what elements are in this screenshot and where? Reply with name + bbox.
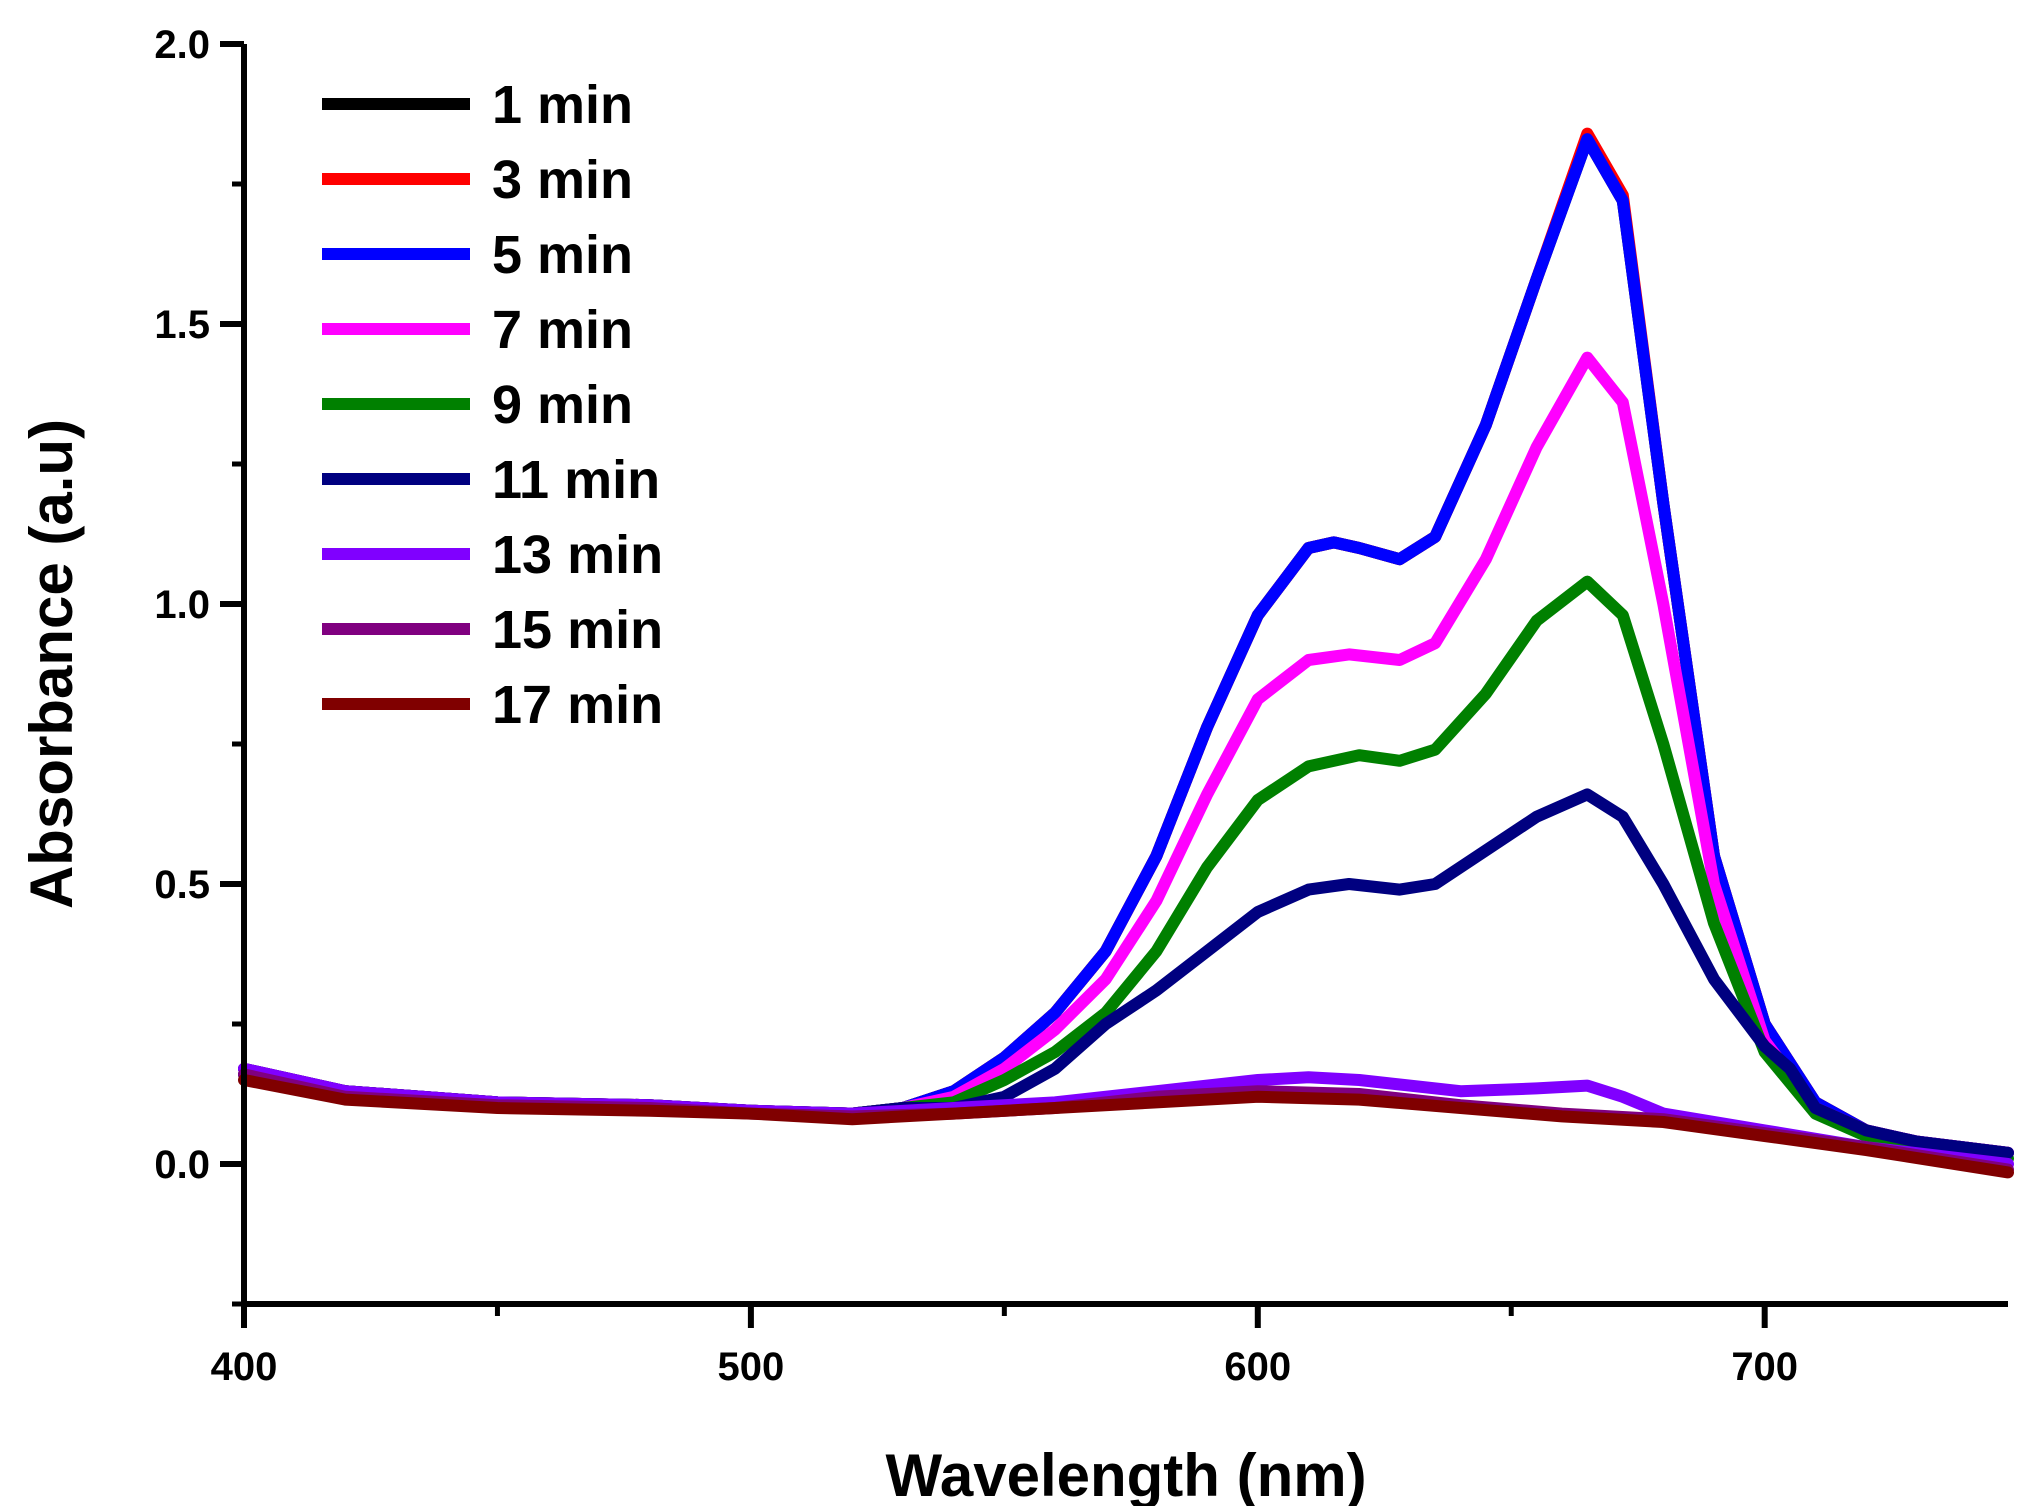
x-tick-label: 600: [1224, 1345, 1291, 1389]
y-tick-label: 0.5: [154, 863, 210, 907]
x-tick-label: 500: [718, 1345, 785, 1389]
y-axis-title: Absorbance (a.u): [18, 419, 85, 909]
legend-label: 1 min: [492, 75, 633, 135]
plot-area: [238, 127, 2014, 1179]
x-tick-label: 700: [1731, 1345, 1798, 1389]
y-ticks: 0.0 0.5 1.0 1.5 2.0: [154, 23, 244, 1307]
series-layer: [238, 127, 2014, 1179]
x-axis-title: Wavelength (nm): [885, 1442, 1366, 1506]
series-line-9-min: [238, 575, 2014, 1165]
y-tick-label: 2.0: [154, 23, 210, 67]
legend-label: 3 min: [492, 150, 633, 210]
x-ticks: 400 500 600 700: [211, 1304, 1798, 1389]
legend-label: 11 min: [492, 450, 660, 510]
y-tick-label: 1.5: [154, 303, 210, 347]
legend-label: 17 min: [492, 675, 663, 735]
legend: 1 min 3 min 5 min 7 min 9 min 11 min 13 min 15 …: [322, 75, 663, 735]
y-tick-label: 1.0: [154, 583, 210, 627]
series-line-17-min: [238, 1074, 2014, 1179]
legend-label: 5 min: [492, 225, 633, 285]
axes: 0.0 0.5 1.0 1.5 2.0 400 500 600 700: [154, 23, 2008, 1389]
legend-label: 13 min: [492, 525, 663, 585]
series-line-13-min: [238, 1062, 2014, 1170]
legend-label: 7 min: [492, 300, 633, 360]
x-tick-label: 400: [211, 1345, 278, 1389]
legend-label: 9 min: [492, 375, 633, 435]
y-tick-label: 0.0: [154, 1143, 210, 1187]
legend-label: 15 min: [492, 600, 663, 660]
